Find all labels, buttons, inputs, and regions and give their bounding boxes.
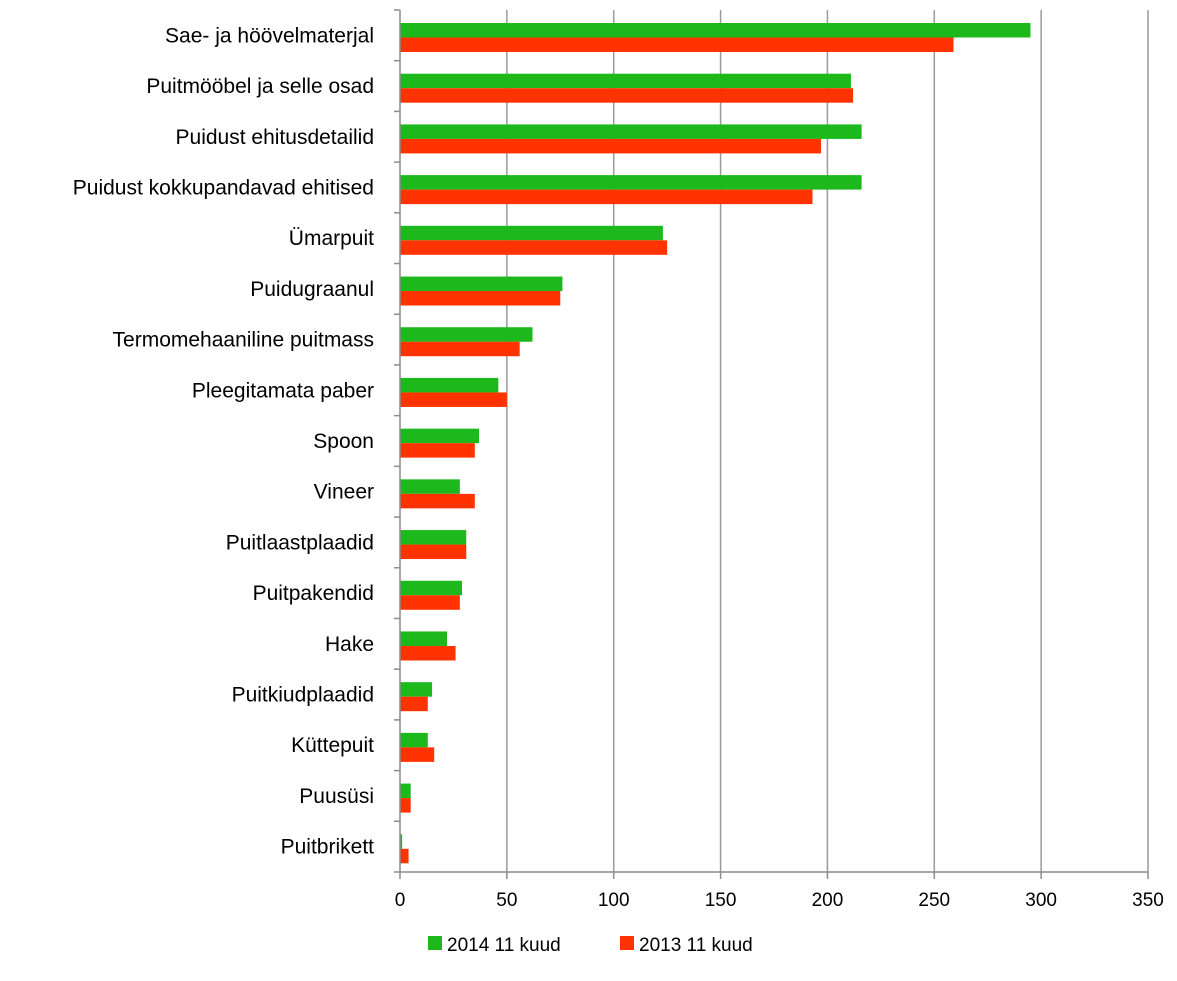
bar-series-1	[400, 276, 563, 292]
legend-label-1: 2014 11 kuud	[447, 935, 561, 956]
bar-series-1	[400, 783, 411, 799]
category-label: Puitbrikett	[281, 836, 375, 859]
bar-series-1	[400, 428, 480, 444]
legend-swatch-2	[620, 936, 634, 950]
x-tick-label: 250	[918, 890, 950, 911]
legend-swatch-1	[428, 936, 442, 950]
category-labels: Sae- ja höövelmaterjal Puitmööbel ja sell…	[73, 24, 374, 858]
bar-series-2	[400, 595, 460, 610]
category-label: Puitlaastplaadid	[226, 531, 374, 554]
bar-series-1	[400, 631, 448, 646]
x-tick-label: 300	[1025, 890, 1057, 911]
bar-series-1	[400, 580, 462, 596]
bar-series-2	[400, 443, 475, 458]
category-label: Küttepuit	[291, 734, 374, 757]
bar-series-1	[400, 834, 403, 849]
bar-series-2	[400, 138, 822, 154]
bar-series-2	[400, 291, 561, 306]
bar-series-2	[400, 88, 854, 103]
category-label: Puitkiudplaadid	[232, 684, 374, 707]
tick-labels: 0 50 100 150 200 250 300 350	[395, 890, 1164, 911]
x-tick-label: 100	[598, 890, 630, 911]
category-label: Termomehaaniline puitmass	[113, 329, 374, 352]
bar-series-2	[400, 493, 475, 509]
bar-series-2	[400, 747, 435, 762]
bar-series-1	[400, 73, 851, 89]
bar-series-2	[400, 848, 409, 864]
bar-series-2	[400, 189, 813, 205]
bar-series-1	[400, 327, 533, 342]
bar-series-1	[400, 732, 428, 748]
category-label: Pleegitamata paber	[192, 379, 374, 402]
bar-series-2	[400, 798, 411, 813]
legend-label-2: 2013 11 kuud	[639, 935, 753, 956]
bar-series-2	[400, 37, 954, 52]
category-label: Sae- ja höövelmaterjal	[165, 24, 374, 47]
bar-series-1	[400, 124, 862, 139]
bar-series-1	[400, 225, 663, 241]
legend: 2014 11 kuud 2013 11 kuud	[428, 935, 753, 956]
category-label: Puidust ehitusdetailid	[176, 126, 374, 149]
category-label: Vineer	[314, 481, 374, 504]
bar-series-2	[400, 696, 428, 712]
bar-series-1	[400, 682, 433, 697]
axes	[394, 9, 1149, 879]
x-tick-label: 0	[395, 890, 406, 911]
x-tick-label: 150	[705, 890, 737, 911]
category-label: Puidust kokkupandavad ehitised	[73, 176, 374, 199]
category-label: Spoon	[313, 430, 374, 453]
category-label: Puitpakendid	[253, 582, 374, 605]
bar-series-2	[400, 392, 507, 407]
bars	[400, 23, 1031, 864]
bar-series-2	[400, 645, 456, 661]
x-tick-label: 200	[812, 890, 844, 911]
bar-series-1	[400, 530, 467, 545]
category-label: Puusüsi	[299, 785, 374, 808]
category-label: Ümarpuit	[289, 227, 374, 250]
category-label: Hake	[325, 633, 374, 656]
gridlines	[506, 10, 1149, 872]
bar-series-2	[400, 341, 520, 357]
category-label: Puitmööbel ja selle osad	[146, 75, 374, 98]
bar-series-1	[400, 175, 862, 190]
bar-series-1	[400, 377, 499, 393]
bar-series-2	[400, 544, 467, 560]
bar-series-1	[400, 23, 1031, 38]
x-tick-label: 350	[1132, 890, 1164, 911]
category-label: Puidugraanul	[250, 278, 374, 301]
bar-series-2	[400, 240, 668, 255]
x-tick-label: 50	[496, 890, 517, 911]
bar-series-1	[400, 479, 460, 494]
